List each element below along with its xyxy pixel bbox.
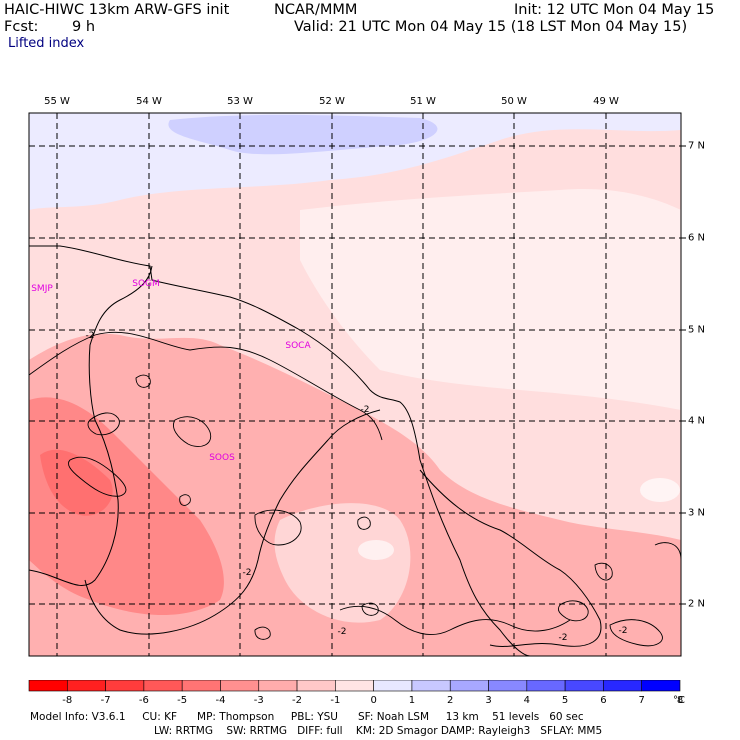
- coastline: [29, 245, 531, 656]
- colorbar-swatch: [66, 680, 106, 692]
- contour-line: [357, 516, 371, 530]
- longitude-label: 51 W: [410, 96, 436, 107]
- contour-label: -2: [242, 568, 252, 578]
- colorbar-label: -5: [177, 695, 188, 706]
- contour-line: [173, 416, 212, 447]
- init-time: Init: 12 UTC Mon 04 May 15: [514, 2, 715, 18]
- interior-spot: [358, 540, 394, 560]
- organization: NCAR/MMM: [274, 2, 358, 18]
- colorbar-label: 3: [485, 695, 492, 706]
- longitude-label: 49 W: [593, 96, 619, 107]
- colorbar-label: -7: [100, 695, 111, 706]
- contour-line: [361, 602, 379, 616]
- colorbar-unit: °C: [673, 695, 685, 706]
- latitude-label: 3 N: [688, 507, 706, 519]
- colorbar-swatch: [449, 680, 489, 692]
- contour-label: -2: [360, 405, 370, 415]
- forecast-label: Fcst:: [4, 19, 39, 35]
- colorbar-label: 8: [676, 695, 684, 706]
- valid-time: Valid: 21 UTC Mon 04 May 15 (18 LST Mon …: [294, 19, 688, 35]
- border-brazil-east: [419, 469, 602, 647]
- model-info-line2: LW: RRTMG SW: RRTMG DIFF: full KM: 2D Sm…: [154, 725, 603, 737]
- contour-label: -2: [85, 331, 95, 341]
- colorbar-label: -6: [138, 695, 149, 706]
- latitude-label: 6 N: [688, 232, 706, 244]
- forecast-hour: 9 h: [72, 19, 96, 35]
- contour-label: -2: [618, 626, 628, 636]
- station-label: SOCA: [285, 341, 311, 351]
- colorbar-label: 7: [638, 695, 645, 706]
- colorbar-swatch: [641, 680, 681, 692]
- contour-line: [339, 606, 571, 635]
- colorbar-swatch: [28, 680, 68, 692]
- contour-line: [654, 542, 681, 561]
- colorbar-swatch: [181, 680, 221, 692]
- latitude-label: 7 N: [688, 140, 706, 152]
- contour-line: [609, 619, 663, 647]
- latitude-label: 4 N: [688, 415, 706, 427]
- stable-core: [168, 114, 438, 155]
- border-suriname-french-guiana: [84, 409, 381, 635]
- colorbar-swatch: [220, 680, 260, 692]
- contour-line: [87, 412, 120, 436]
- model-title: HAIC-HIWC 13km ARW-GFS init: [4, 2, 230, 18]
- colorbar-swatch: [526, 680, 566, 692]
- colorbar-label: 1: [408, 695, 416, 706]
- longitude-label: 50 W: [501, 96, 527, 107]
- contour-line: [594, 562, 613, 581]
- colorbar-label: 5: [561, 695, 569, 706]
- colorbar-swatch: [143, 680, 183, 692]
- colorbar-label: -1: [330, 695, 341, 706]
- interior-patch: [274, 503, 411, 623]
- map-frame: [28, 112, 682, 657]
- contour-label: -2: [558, 633, 568, 643]
- station-label: SOOS: [209, 453, 235, 463]
- colorbar-swatch: [335, 680, 374, 692]
- colorbar: [28, 680, 681, 692]
- colorbar-swatch: [373, 680, 413, 692]
- eastern-spot: [640, 478, 680, 502]
- colorbar-swatch: [258, 680, 298, 692]
- contour-line: [254, 509, 302, 546]
- graticule: [29, 113, 681, 656]
- border-guyana-suriname: [29, 265, 153, 586]
- contour-line: [254, 626, 271, 640]
- colorbar-label: 0: [370, 695, 377, 706]
- longitude-label: 54 W: [136, 96, 162, 107]
- colorbar-swatch: [411, 680, 451, 692]
- field-label: Lifted index: [8, 36, 85, 51]
- colorbar-label: -2: [292, 695, 303, 706]
- colorbar-swatch: [296, 680, 336, 692]
- unstable-spot: [40, 449, 113, 516]
- colorbar-label: 4: [523, 695, 530, 706]
- colorbar-label: 2: [447, 695, 454, 706]
- colorbar-label: -4: [215, 695, 226, 706]
- colorbar-label: 6: [600, 695, 607, 706]
- station-label: SMJP: [31, 284, 53, 294]
- contour-line: [557, 600, 589, 622]
- neutral-zone: [300, 189, 681, 410]
- model-info-line1: Model Info: V3.6.1 CU: KF MP: Thompson P…: [30, 711, 584, 723]
- colorbar-swatch: [564, 680, 604, 692]
- longitude-label: 53 W: [227, 96, 253, 107]
- longitude-label: 55 W: [44, 96, 70, 107]
- contour-line: [179, 494, 191, 506]
- contour-line: [68, 456, 127, 497]
- contour-line: [135, 374, 151, 388]
- colorbar-label: -3: [253, 695, 264, 706]
- unstable-core: [29, 397, 224, 615]
- station-label: SOGM: [132, 279, 160, 289]
- colorbar-swatch: [105, 680, 145, 692]
- longitude-label: 52 W: [319, 96, 345, 107]
- colorbar-swatch: [488, 680, 528, 692]
- latitude-label: 2 N: [688, 598, 706, 610]
- colorbar-label: -8: [62, 695, 73, 706]
- colorbar-swatch: [603, 680, 643, 692]
- contour-line: [29, 331, 383, 441]
- contour-label: -2: [337, 627, 347, 637]
- latitude-label: 5 N: [688, 324, 706, 336]
